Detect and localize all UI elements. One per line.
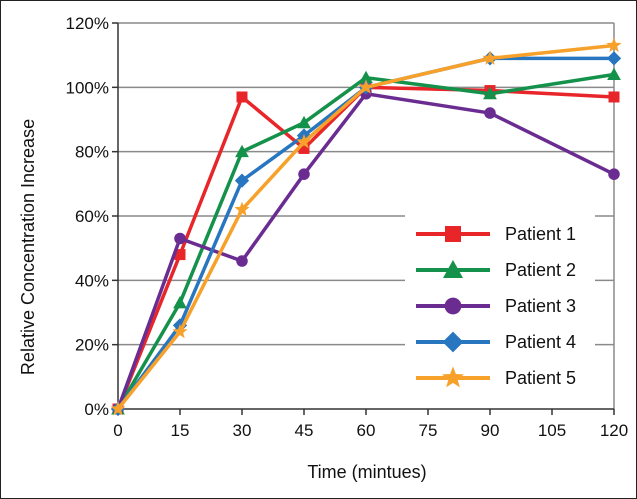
legend-marker bbox=[443, 260, 463, 278]
data-point bbox=[484, 107, 496, 119]
legend-marker bbox=[445, 226, 461, 242]
series-5 bbox=[110, 37, 622, 416]
legend-label: Patient 5 bbox=[505, 368, 576, 388]
x-tick-label: 0 bbox=[113, 421, 122, 440]
data-point bbox=[174, 249, 186, 261]
series-2 bbox=[111, 67, 621, 415]
data-point bbox=[606, 37, 622, 52]
data-point bbox=[359, 70, 373, 84]
legend-marker bbox=[442, 331, 464, 353]
data-point bbox=[608, 91, 620, 103]
x-tick-label: 60 bbox=[357, 421, 376, 440]
data-point bbox=[172, 323, 188, 339]
data-point bbox=[234, 173, 250, 188]
data-point bbox=[607, 67, 621, 80]
y-tick-label: 100% bbox=[66, 78, 109, 97]
legend-label: Patient 4 bbox=[505, 332, 576, 352]
data-point bbox=[297, 115, 311, 129]
legend-label: Patient 3 bbox=[505, 296, 576, 316]
data-point bbox=[174, 232, 186, 245]
data-point bbox=[298, 168, 310, 180]
x-tick-label: 30 bbox=[233, 421, 252, 440]
data-point bbox=[483, 86, 497, 100]
legend-item-2: Patient 2 bbox=[416, 260, 576, 280]
data-point bbox=[296, 134, 312, 149]
data-point bbox=[236, 255, 248, 267]
data-point bbox=[358, 79, 374, 94]
y-axis-title: Relative Concentration Increase bbox=[18, 119, 38, 375]
legend-label: Patient 2 bbox=[505, 260, 576, 280]
legend-marker bbox=[441, 366, 465, 388]
legend-item-3: Patient 3 bbox=[416, 296, 576, 316]
x-tick-label: 75 bbox=[419, 421, 438, 440]
legend-label: Patient 1 bbox=[505, 224, 576, 244]
data-point bbox=[110, 401, 126, 416]
x-tick-label: 45 bbox=[295, 421, 314, 440]
legend: Patient 1 Patient 2 Patient 3 Patient 4 Pati… bbox=[405, 215, 595, 400]
y-tick-label: 0% bbox=[84, 400, 109, 419]
y-tick-labels: 0% 20% 40% 60% 80% 100% 120% bbox=[66, 14, 109, 419]
series-3 bbox=[112, 87, 620, 415]
x-axis-title: Time (mintues) bbox=[307, 462, 426, 482]
y-tick-label: 80% bbox=[75, 143, 109, 162]
legend-item-4: Patient 4 bbox=[416, 331, 576, 353]
x-tick-labels: 0 15 30 45 60 75 90 105 120 bbox=[113, 421, 628, 440]
legend-item-5: Patient 5 bbox=[416, 366, 576, 388]
x-tick-label: 120 bbox=[600, 421, 628, 440]
data-point bbox=[236, 91, 248, 103]
data-point bbox=[608, 168, 620, 180]
x-tick-label: 105 bbox=[538, 421, 566, 440]
y-tick-label: 20% bbox=[75, 336, 109, 355]
y-tick-label: 40% bbox=[75, 271, 109, 290]
data-point bbox=[298, 142, 310, 154]
series-group bbox=[110, 37, 622, 417]
data-point bbox=[482, 50, 498, 65]
y-tick-label: 60% bbox=[75, 207, 109, 226]
x-tick-label: 90 bbox=[481, 421, 500, 440]
legend-item-1: Patient 1 bbox=[416, 224, 576, 244]
y-tick-label: 120% bbox=[66, 14, 109, 33]
data-point bbox=[173, 295, 187, 309]
legend-marker bbox=[444, 297, 462, 315]
data-point bbox=[606, 51, 622, 66]
data-point bbox=[234, 201, 250, 217]
data-point bbox=[235, 144, 249, 158]
x-tick-label: 15 bbox=[171, 421, 190, 440]
